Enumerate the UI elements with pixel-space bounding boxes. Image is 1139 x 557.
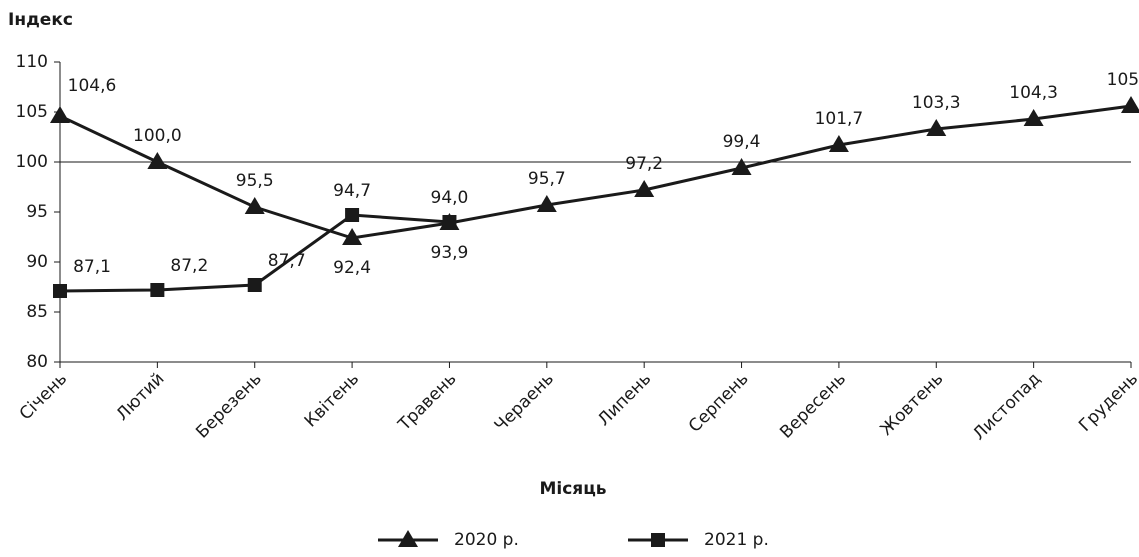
legend-label: 2021 р. — [704, 530, 769, 550]
data-label: 94,7 — [333, 181, 371, 201]
y-tick-label: 110 — [16, 52, 48, 72]
x-tick-label: Серпень — [685, 369, 753, 437]
marker-triangle — [398, 530, 418, 547]
data-label: 95,5 — [236, 171, 274, 191]
data-label: 87,7 — [268, 251, 306, 271]
data-label: 104,3 — [1009, 83, 1058, 103]
marker-square — [442, 215, 457, 229]
marker-triangle — [634, 180, 655, 197]
y-tick-label: 100 — [16, 152, 48, 172]
y-tick-label: 80 — [26, 352, 48, 372]
x-tick-label: Квітень — [301, 369, 363, 431]
x-tick-label: Листопад — [969, 369, 1045, 445]
data-label: 105,6 — [1107, 70, 1139, 90]
x-axis-label: Місяць — [539, 479, 606, 499]
marker-triangle — [926, 119, 947, 136]
legend-label: 2020 р. — [454, 530, 519, 550]
data-label: 92,4 — [333, 258, 371, 278]
x-tick-label: Грудень — [1075, 369, 1139, 436]
data-label: 100,0 — [133, 126, 182, 146]
marker-square — [247, 278, 262, 292]
data-label: 87,1 — [73, 257, 111, 277]
marker-triangle — [536, 195, 557, 212]
data-label: 97,2 — [625, 154, 663, 174]
marker-triangle — [731, 158, 752, 175]
data-label: 103,3 — [912, 93, 961, 113]
marker-triangle — [244, 197, 265, 214]
marker-square — [53, 284, 67, 298]
marker-square — [150, 283, 165, 297]
x-tick-label: Травень — [394, 369, 461, 436]
marker-triangle — [342, 228, 363, 245]
x-tick-label: Січень — [16, 369, 71, 424]
marker-triangle — [1023, 109, 1044, 126]
data-label: 95,7 — [528, 169, 566, 189]
data-label: 101,7 — [815, 109, 864, 129]
x-tick-label: Лютий — [113, 369, 169, 425]
data-label: 94,0 — [431, 188, 469, 208]
data-label: 99,4 — [723, 132, 761, 152]
data-label: 87,2 — [170, 256, 208, 276]
x-tick-label: Липень — [594, 369, 655, 430]
y-tick-label: 95 — [26, 202, 48, 222]
series-line — [59, 104, 1132, 240]
data-label: 93,9 — [431, 243, 469, 263]
marker-triangle — [828, 135, 849, 152]
marker-square — [345, 208, 360, 222]
y-axis-label: Індекс — [8, 10, 73, 30]
marker-triangle — [1121, 96, 1139, 113]
marker-square — [651, 533, 665, 547]
y-tick-label: 105 — [16, 102, 48, 122]
x-tick-label: Вересень — [776, 369, 850, 443]
x-tick-label: Жовтень — [876, 369, 947, 440]
y-tick-label: 90 — [26, 252, 48, 272]
y-tick-label: 85 — [26, 302, 48, 322]
marker-triangle — [147, 152, 168, 169]
x-tick-label: Чераень — [491, 369, 558, 436]
marker-triangle — [50, 106, 70, 123]
data-label: 104,6 — [68, 76, 117, 96]
x-tick-label: Березень — [192, 369, 266, 443]
